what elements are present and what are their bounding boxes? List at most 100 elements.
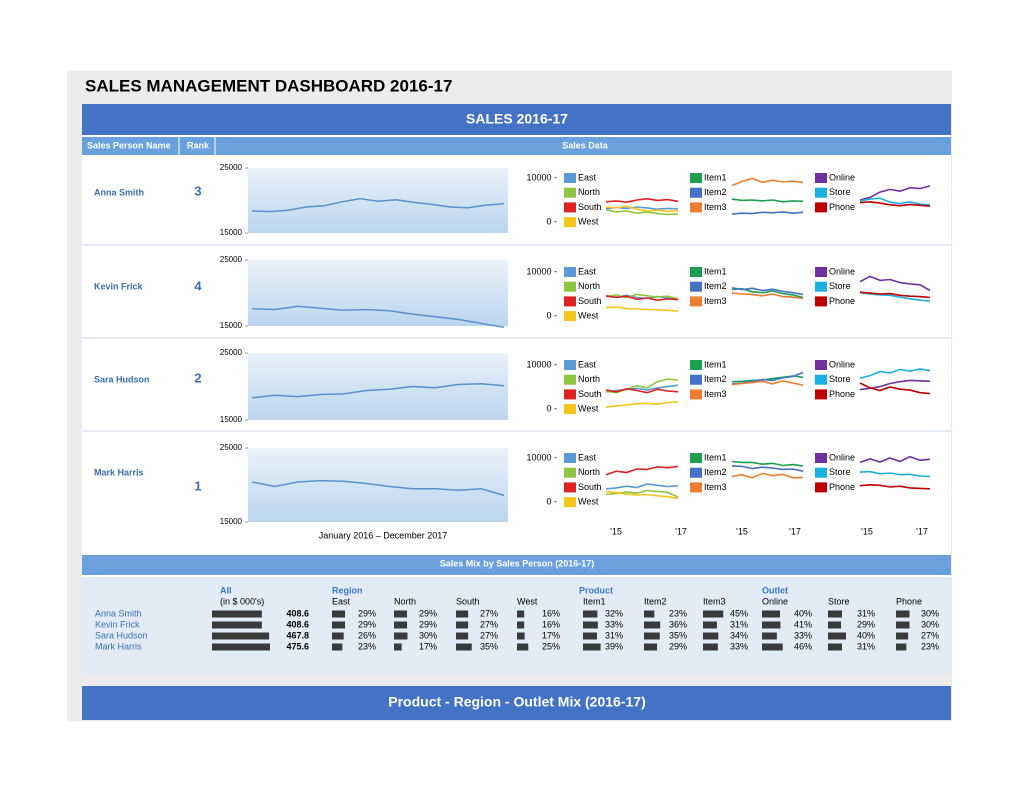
trend-background	[248, 260, 508, 326]
legend-label: Item3	[704, 296, 727, 306]
footer-title: Product - Region - Outlet Mix (2016-17)	[388, 694, 645, 710]
legend-label: Item2	[704, 187, 727, 197]
column-header: Sales Person Name	[87, 140, 171, 150]
legend-label: East	[578, 172, 597, 182]
legend-label: South	[578, 482, 602, 492]
pct-bar	[583, 643, 601, 651]
mix-name: Sara Hudson	[95, 630, 148, 640]
total-bar	[212, 621, 262, 629]
pct-label: 27%	[921, 630, 939, 640]
pct-bar	[896, 610, 910, 618]
pct-bar	[896, 643, 907, 651]
mix-name: Anna Smith	[95, 608, 142, 618]
rank: 3	[194, 183, 201, 198]
pct-bar	[394, 632, 408, 640]
legend-label: Phone	[829, 202, 855, 212]
y-tick-label: 15000	[220, 415, 243, 424]
y-tick-label: 0 -	[546, 496, 557, 506]
y-tick-label: 15000	[220, 517, 243, 526]
pct-bar	[456, 632, 469, 640]
legend-label: Phone	[829, 389, 855, 399]
mini-line	[731, 177, 804, 187]
legend-swatch	[564, 217, 576, 228]
pct-label: 29%	[669, 641, 687, 651]
legend-swatch	[690, 281, 702, 292]
pct-label: 16%	[542, 619, 560, 629]
legend-label: Store	[829, 187, 851, 197]
legend-swatch	[564, 497, 576, 508]
pct-label: 17%	[419, 641, 437, 651]
column-band	[82, 137, 951, 155]
pct-bar	[644, 643, 658, 651]
mix-subheader: Phone	[896, 596, 922, 606]
mini-line	[859, 200, 931, 207]
legend-swatch	[690, 173, 702, 183]
mix-subheader: North	[394, 596, 416, 606]
mix-band	[82, 555, 951, 575]
pct-label: 30%	[921, 619, 939, 629]
pct-bar	[517, 632, 525, 640]
legend-label: East	[578, 452, 597, 462]
legend-label: Online	[829, 266, 855, 276]
mini-line	[859, 382, 931, 395]
legend-label: North	[578, 467, 600, 477]
mini-line	[731, 465, 804, 472]
footer-band	[82, 686, 951, 720]
pct-bar	[394, 621, 408, 629]
total-bar	[212, 643, 271, 651]
mix-header: Outlet	[762, 585, 788, 595]
total-bar	[212, 610, 262, 618]
pct-label: 35%	[480, 641, 498, 651]
mini-line	[731, 472, 804, 479]
mix-subheader: Store	[828, 596, 850, 606]
y-tick-label: 25000	[220, 348, 243, 357]
mix-header: Product	[579, 585, 613, 595]
mini-line	[731, 198, 804, 203]
pct-bar	[583, 632, 597, 640]
pct-bar	[828, 632, 846, 640]
x-tick-label: '17	[916, 526, 928, 536]
legend-label: Store	[829, 467, 851, 477]
legend-swatch	[690, 202, 702, 213]
mini-line	[859, 291, 931, 299]
legend-label: Store	[829, 374, 851, 384]
pct-bar	[762, 610, 780, 618]
legend-label: East	[578, 266, 597, 276]
legend-label: Item2	[704, 374, 727, 384]
pct-label: 29%	[419, 608, 437, 618]
legend-swatch	[815, 187, 827, 198]
legend-swatch	[690, 453, 702, 463]
pct-bar	[896, 621, 910, 629]
y-tick-label: 10000 -	[526, 359, 557, 369]
x-tick-label: '15	[736, 526, 748, 536]
y-tick-label: 25000	[220, 163, 243, 172]
pct-label: 31%	[857, 608, 875, 618]
pct-bar	[394, 610, 408, 618]
y-tick-label: 0 -	[546, 310, 557, 320]
pct-label: 33%	[794, 630, 812, 640]
pct-bar	[828, 610, 842, 618]
pct-bar	[644, 621, 661, 629]
pct-label: 23%	[669, 608, 687, 618]
mix-subheader: Item1	[583, 596, 606, 606]
pct-bar	[517, 643, 529, 651]
legend-label: East	[578, 359, 597, 369]
legend-label: Store	[829, 281, 851, 291]
legend-label: Item1	[704, 172, 727, 182]
total-bar	[212, 632, 270, 640]
legend-label: Item1	[704, 266, 727, 276]
column-header: Rank	[187, 140, 210, 150]
legend-swatch	[564, 202, 576, 213]
legend-swatch	[564, 173, 576, 183]
pct-bar	[332, 632, 344, 640]
trend-line	[251, 305, 505, 329]
legend-swatch	[564, 389, 576, 400]
page-title: SALES MANAGEMENT DASHBOARD 2016-17	[85, 76, 452, 95]
legend-label: Item3	[704, 389, 727, 399]
pct-label: 36%	[669, 619, 687, 629]
legend-swatch	[690, 187, 702, 198]
mini-line	[859, 291, 931, 302]
legend-swatch	[564, 311, 576, 322]
legend-swatch	[564, 404, 576, 415]
mini-line	[605, 490, 679, 500]
